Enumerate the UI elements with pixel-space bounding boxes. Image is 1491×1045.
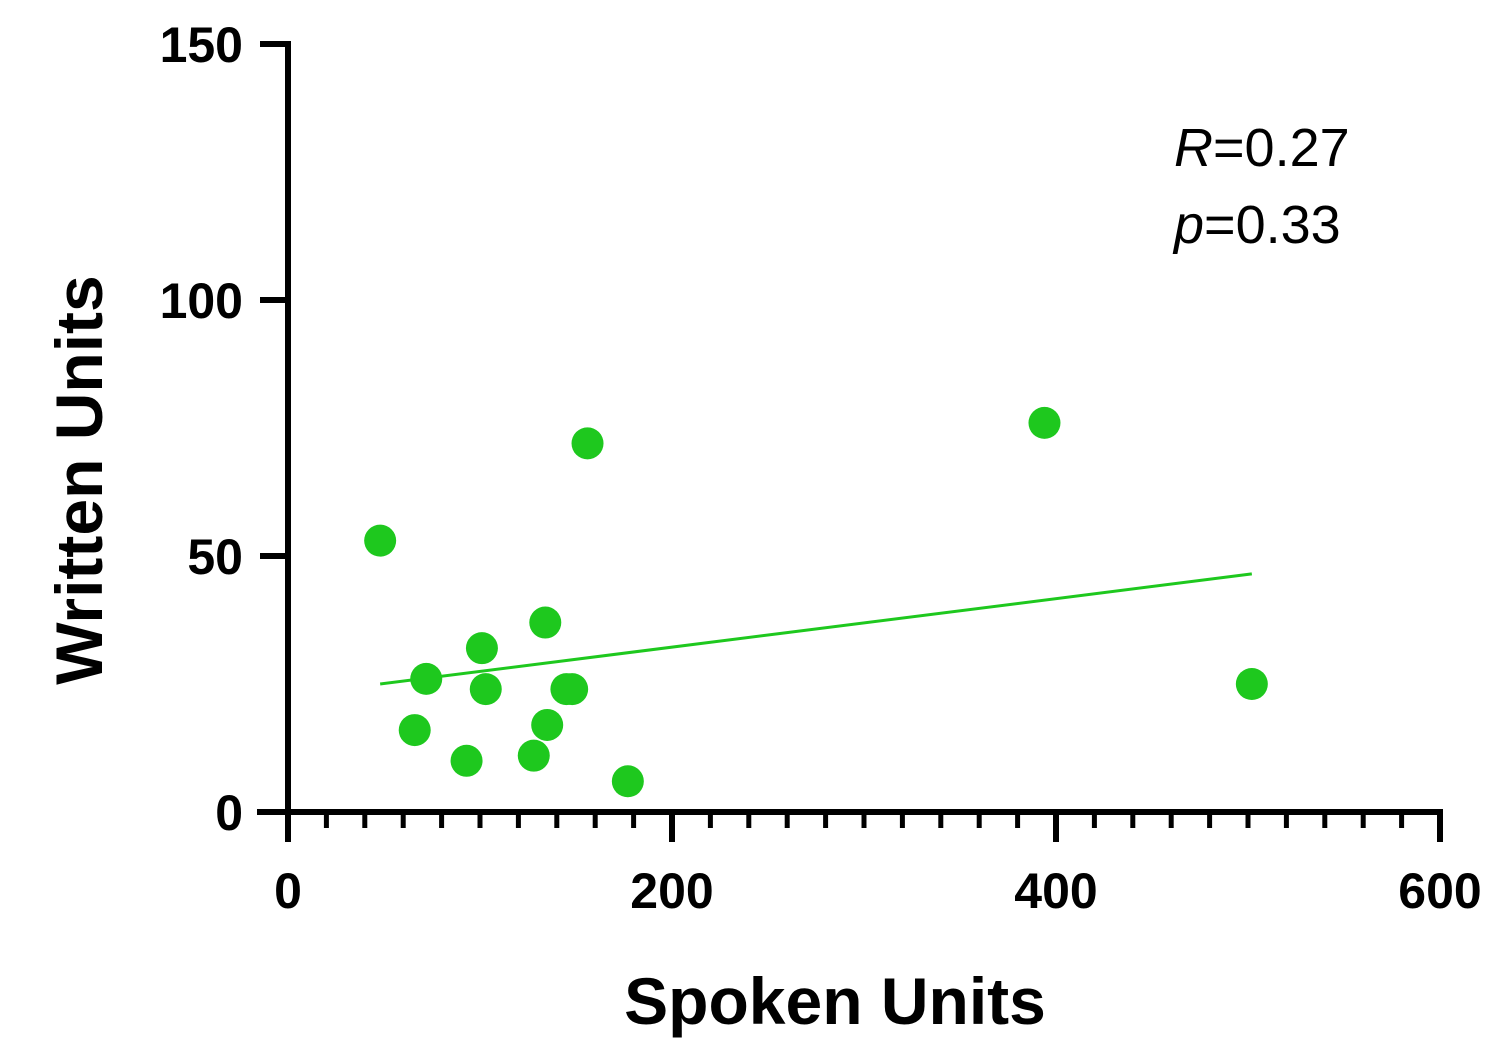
y-tick-label: 150	[160, 17, 243, 73]
data-point	[364, 524, 397, 557]
x-axis-title: Spoken Units	[624, 964, 1046, 1038]
x-tick-label: 200	[630, 863, 713, 919]
data-point	[410, 662, 443, 695]
data-point	[450, 744, 483, 777]
data-point	[529, 606, 562, 639]
stat-p: p=0.33	[1172, 195, 1341, 255]
data-point	[1028, 406, 1061, 439]
trendline-group	[379, 572, 1253, 686]
y-tick-label: 100	[160, 273, 243, 329]
stat-p-value: =0.33	[1204, 195, 1341, 255]
stat-r-symbol: R	[1174, 118, 1213, 178]
data-point	[531, 708, 564, 741]
x-tick-label: 600	[1398, 863, 1481, 919]
stat-p-symbol: p	[1172, 195, 1204, 255]
stat-r: R=0.27	[1174, 118, 1350, 178]
data-point	[398, 714, 431, 747]
data-point	[1235, 668, 1268, 700]
y-tick-label: 50	[187, 529, 243, 585]
x-tick-label: 400	[1014, 863, 1097, 919]
trendline	[379, 572, 1253, 686]
y-axis-title: Written Units	[42, 275, 116, 684]
data-point	[469, 673, 502, 706]
data-point	[611, 765, 644, 798]
stat-r-value: =0.27	[1213, 118, 1350, 178]
x-tick-label: 0	[274, 863, 302, 919]
data-point	[465, 632, 498, 665]
axes: 0 50 100 150 0 200 400 600	[160, 17, 1482, 919]
data-point	[517, 739, 550, 772]
y-tick-label: 0	[215, 785, 243, 841]
data-point	[571, 427, 604, 460]
data-points	[364, 406, 1268, 798]
data-point	[556, 673, 589, 706]
